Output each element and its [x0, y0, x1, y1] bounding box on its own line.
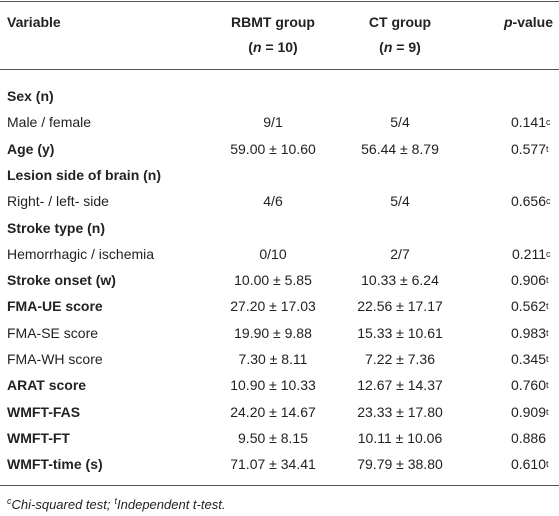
cell-rbmt: 10.00 ± 5.85	[234, 272, 312, 289]
p-number: 0.610	[510, 456, 546, 473]
p-number: 0.562	[510, 298, 546, 315]
paren: (	[379, 39, 384, 55]
row-label: Right- / left- side	[7, 193, 109, 210]
cell-ct: 15.33 ± 10.61	[357, 324, 443, 341]
row-label: Hemorrhagic / ischemia	[7, 245, 155, 262]
n-value: = 9)	[392, 39, 421, 55]
n-value: = 10)	[261, 39, 298, 55]
group-n: (n = 10)	[193, 37, 353, 57]
p-number: 0.906	[510, 272, 546, 289]
cell-ct: 12.67 ± 14.37	[357, 377, 443, 394]
p-value: 0.562 t	[510, 298, 549, 315]
cell-ct: 23.33 ± 17.80	[357, 403, 443, 420]
p-number: 0.211	[512, 245, 546, 262]
row-label: ARAT score	[7, 377, 87, 394]
cell-rbmt: 0/10	[259, 245, 287, 262]
row-label: Sex (n)	[7, 88, 54, 104]
footnote: cChi-squared test; tIndependent t-test.	[7, 495, 225, 515]
cell-ct: 79.79 ± 38.80	[357, 456, 443, 473]
row-label: Male / female	[7, 114, 92, 131]
cell-rbmt: 19.90 ± 9.88	[234, 324, 312, 341]
bottom-rule	[0, 485, 559, 486]
cell-rbmt: 27.20 ± 17.03	[230, 298, 316, 315]
row-label: Stroke onset (w)	[7, 272, 116, 289]
cell-rbmt: 71.07 ± 34.41	[230, 456, 316, 473]
row-label: WMFT-FAS	[7, 403, 81, 420]
p-value: 0.983 t	[510, 324, 549, 341]
p-rest: -value	[512, 14, 553, 30]
p-number: 0.886	[510, 429, 546, 446]
p-number: 0.577	[510, 140, 546, 157]
cell-rbmt: 4/6	[263, 193, 283, 210]
cell-ct: 5/4	[390, 114, 410, 131]
footnote-mark: c	[7, 496, 12, 506]
cell-rbmt: 7.30 ± 8.11	[238, 351, 308, 367]
p-value: 0.610 t	[510, 456, 549, 473]
p-value: 0.886	[440, 428, 546, 448]
cell-rbmt: 24.20 ± 14.67	[230, 403, 316, 420]
p-number: 0.909	[510, 403, 546, 420]
header-p: p-value	[504, 12, 553, 32]
cell-rbmt: 59.00 ± 10.60	[230, 140, 316, 157]
n-symbol: n	[383, 39, 393, 55]
cell-ct: 56.44 ± 8.79	[361, 140, 439, 157]
cell-ct: 22.56 ± 17.17	[357, 298, 443, 315]
p-symbol: p	[503, 14, 513, 30]
cell-ct: 7.22 ± 7.36	[365, 351, 435, 367]
top-rule	[0, 1, 559, 2]
p-value: 0.141 c	[510, 114, 551, 131]
p-value: 0.909 t	[510, 403, 549, 420]
cell-rbmt: 9/1	[263, 114, 283, 131]
header-variable: Variable	[7, 14, 61, 30]
footnote-text: Chi-squared test;	[11, 497, 111, 512]
row-label: FMA-WH score	[7, 351, 103, 367]
p-value: 0.760 t	[510, 377, 549, 394]
header-rule	[0, 69, 559, 70]
footnote-mark: t	[114, 496, 118, 506]
p-number: 0.760	[510, 377, 546, 394]
row-label: WMFT-FT	[7, 429, 70, 446]
p-number: 0.983	[510, 324, 546, 341]
p-value: 0.656 c	[510, 193, 551, 210]
row-label: Lesion side of brain (n)	[7, 166, 162, 183]
group-name: RBMT group	[231, 14, 315, 30]
group-name: CT group	[368, 14, 432, 30]
cell-ct: 10.33 ± 6.24	[361, 272, 439, 289]
row-label: FMA-UE score	[7, 298, 103, 315]
cell-rbmt: 10.90 ± 10.33	[230, 377, 316, 394]
p-value: 0.577 t	[510, 140, 549, 157]
cell-ct: 10.11 ± 10.06	[357, 429, 443, 446]
p-value: 0.345 t	[510, 351, 549, 367]
p-number: 0.141	[510, 114, 546, 131]
cell-ct: 5/4	[390, 193, 410, 210]
cell-ct: 2/7	[390, 245, 410, 262]
p-value: 0.211 c	[512, 245, 551, 262]
row-label: Stroke type (n)	[7, 219, 106, 236]
paren: (	[248, 39, 253, 55]
group-n: (n = 9)	[320, 37, 480, 57]
p-value: 0.906 t	[510, 272, 549, 289]
row-label: Age (y)	[7, 140, 55, 157]
n-symbol: n	[252, 39, 262, 55]
row-label: FMA-SE score	[7, 324, 99, 341]
p-number: 0.345	[510, 351, 546, 367]
cell-rbmt: 9.50 ± 8.15	[238, 429, 308, 446]
p-number: 0.656	[510, 193, 546, 210]
row-label: WMFT-time (s)	[7, 456, 103, 473]
footnote-text: Independent t-test.	[117, 497, 226, 512]
